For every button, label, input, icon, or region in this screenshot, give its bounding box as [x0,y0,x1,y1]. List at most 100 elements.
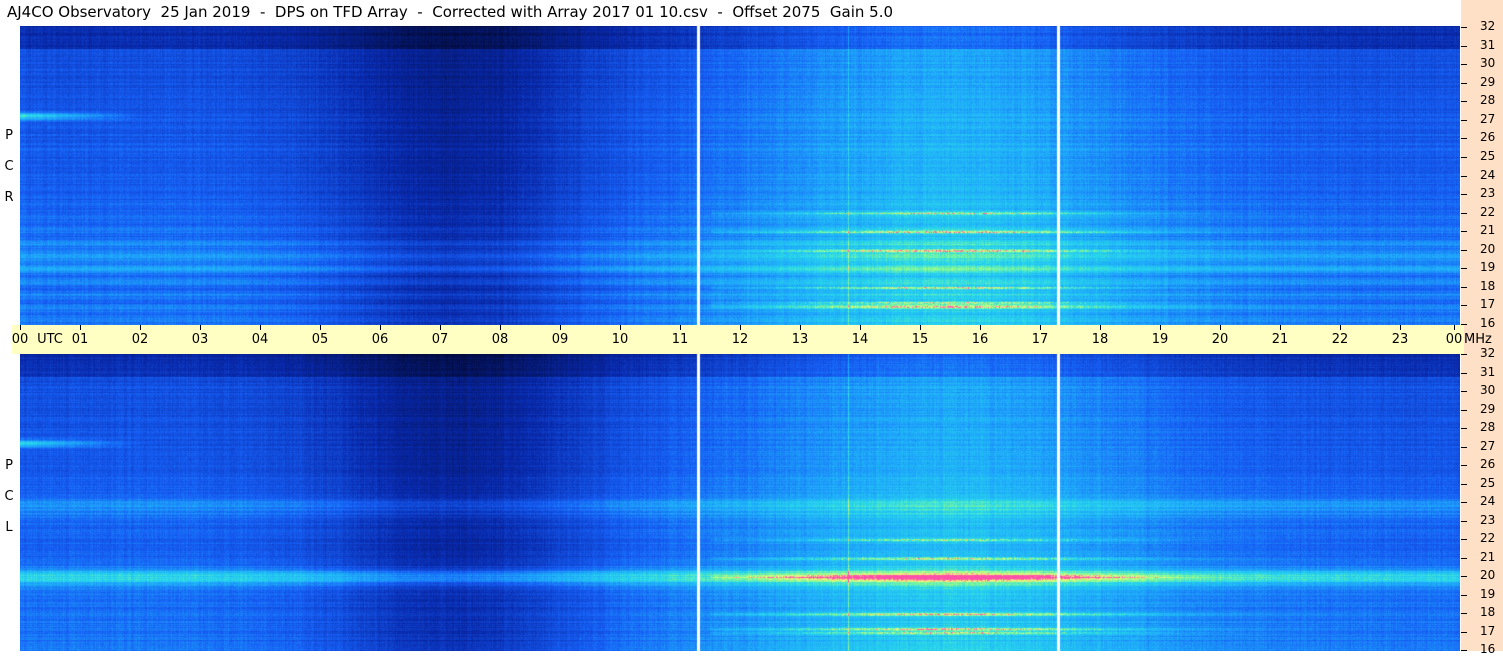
time-tick [740,325,741,330]
time-tick-label: 00 [11,332,29,347]
time-tick-label: 08 [491,332,509,347]
time-tick [1220,325,1221,330]
time-tick [140,325,141,330]
lcp-freq-label: 19 [1480,586,1496,601]
lcp-freq-label: 25 [1480,475,1496,490]
rcp-freq-label: 18 [1480,278,1496,293]
time-tick-label: 01 [71,332,89,347]
time-tick [500,325,501,330]
rcp-freq-label: 19 [1480,260,1496,275]
rcp-freq-tick [1461,101,1467,103]
time-tick-label: 00 [1445,332,1463,347]
time-tick-label: 02 [131,332,149,347]
lcp-freq-tick [1461,502,1467,503]
lcp-freq-tick [1461,354,1467,355]
lcp-spectrogram [20,354,1460,651]
bottom-margin [0,651,1503,672]
time-tick-label: 05 [311,332,329,347]
time-tick [980,325,981,330]
time-tick [1280,325,1281,330]
lcp-freq-label: 22 [1480,531,1496,545]
time-tick [200,325,201,330]
rcp-freq-label: 25 [1480,148,1496,163]
rcp-freq-tick [1461,138,1467,140]
time-tick [1160,325,1161,330]
rcp-freq-tick [1461,156,1467,158]
time-tick-label: 19 [1151,332,1169,347]
lcp-freq-label: 26 [1480,457,1496,471]
time-tick-label: 04 [251,332,269,347]
time-tick [800,325,801,330]
time-tick-label: 22 [1331,332,1349,347]
rcp-freq-label: 32 [1480,19,1496,33]
rcp-freq-label: 17 [1480,297,1496,312]
lcp-freq-label: 17 [1480,623,1496,638]
time-axis-utc-label: UTC [37,332,63,347]
time-tick [1040,325,1041,330]
freq-unit-label: MHz [1464,332,1492,347]
lcp-freq-label: 20 [1480,568,1496,582]
time-tick-label: 18 [1091,332,1109,347]
lcp-freq-tick [1461,409,1467,411]
lcp-freq-label: 29 [1480,401,1496,416]
rcp-freq-tick [1461,175,1467,177]
time-tick-label: 23 [1391,332,1409,347]
time-tick-label: 12 [731,332,749,347]
time-tick [320,325,321,330]
time-tick [1400,325,1401,330]
rcp-label-r: P [5,128,13,143]
lcp-freq-tick [1461,650,1467,651]
lcp-freq-label: 27 [1480,438,1496,453]
rcp-freq-tick [1461,194,1467,196]
time-tick [440,325,441,330]
rcp-label-p: R [4,190,14,205]
rcp-label-c: C [4,159,14,174]
rcp-freq-tick [1461,249,1467,251]
rcp-freq-label: 24 [1480,167,1496,182]
lcp-freq-tick [1461,465,1467,466]
rcp-freq-tick [1461,64,1467,66]
time-tick-label: 20 [1211,332,1229,347]
lcp-freq-tick [1461,594,1467,596]
lcp-freq-label: 21 [1480,549,1496,564]
right-margin-strip [1461,0,1503,672]
time-tick [1340,325,1341,330]
rcp-spectrogram [20,26,1460,325]
rcp-freq-label: 20 [1480,241,1496,256]
lcp-freq-tick [1461,520,1467,522]
time-tick-label: 15 [911,332,929,347]
lcp-freq-tick [1461,483,1467,485]
lcp-freq-tick [1461,557,1467,559]
rcp-freq-label: 23 [1480,186,1496,201]
time-tick-label: 14 [851,332,869,347]
rcp-freq-tick [1461,212,1467,214]
rcp-freq-label: 31 [1480,37,1496,52]
time-axis-bar: 00 UTC 01 02 03 04 05 06 07 08 09 10 11 12 13 14 15 16 17 1… [12,325,1464,354]
lcp-freq-tick [1461,428,1467,429]
time-tick [560,325,561,330]
time-tick-label: 03 [191,332,209,347]
time-tick [80,325,81,330]
rcp-freq-tick [1461,119,1467,121]
time-tick [380,325,381,330]
rcp-freq-label: 26 [1480,130,1496,145]
time-tick-label: 09 [551,332,569,347]
lcp-label-c: C [4,489,14,504]
rcp-freq-tick [1461,27,1467,28]
rcp-freq-tick [1461,45,1467,47]
lcp-freq-tick [1461,613,1467,614]
time-tick [680,325,681,330]
rcp-freq-label: 22 [1480,204,1496,219]
rcp-freq-label: 21 [1480,223,1496,238]
rcp-freq-tick [1461,82,1467,84]
rcp-freq-tick [1461,305,1467,307]
lcp-freq-tick [1461,391,1467,392]
time-tick [20,325,21,330]
time-tick [620,325,621,330]
lcp-label-p: L [5,520,13,535]
rcp-panel-label: P C R [0,120,18,213]
lcp-freq-tick [1461,539,1467,540]
time-tick-label: 11 [671,332,689,347]
time-tick [920,325,921,330]
lcp-freq-label: 31 [1480,364,1496,379]
